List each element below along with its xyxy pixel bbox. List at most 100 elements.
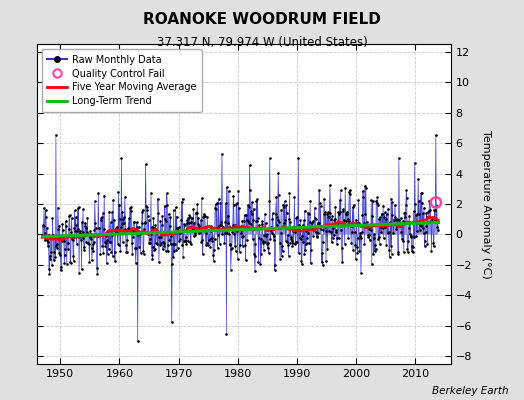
Point xyxy=(325,228,333,234)
Point xyxy=(172,214,181,220)
Point xyxy=(363,224,372,230)
Point xyxy=(310,227,318,233)
Point xyxy=(119,239,127,246)
Point xyxy=(423,241,432,248)
Point xyxy=(258,218,267,224)
Point xyxy=(380,209,389,216)
Point xyxy=(256,261,265,268)
Point xyxy=(170,248,178,254)
Point xyxy=(212,206,220,212)
Point xyxy=(372,198,380,204)
Point xyxy=(329,225,337,231)
Point xyxy=(259,238,268,244)
Point xyxy=(340,217,348,224)
Point xyxy=(397,228,406,235)
Point xyxy=(271,262,279,268)
Point xyxy=(186,239,194,245)
Point xyxy=(180,220,188,227)
Point xyxy=(300,217,308,223)
Point xyxy=(230,202,238,208)
Point xyxy=(41,237,49,243)
Point xyxy=(297,236,305,242)
Point xyxy=(403,246,411,252)
Point xyxy=(395,216,403,223)
Point xyxy=(205,236,214,242)
Point xyxy=(327,229,335,236)
Point xyxy=(144,231,152,237)
Point xyxy=(296,235,304,241)
Point xyxy=(370,231,378,238)
Point xyxy=(120,214,128,220)
Point xyxy=(416,226,424,233)
Point xyxy=(91,220,100,227)
Point xyxy=(181,234,190,241)
Point xyxy=(364,234,373,240)
Point xyxy=(141,161,150,167)
Point xyxy=(236,230,245,237)
Point xyxy=(427,218,435,224)
Point xyxy=(144,213,152,219)
Point xyxy=(104,228,112,234)
Point xyxy=(173,225,181,231)
Point xyxy=(217,219,226,225)
Point xyxy=(281,217,289,223)
Point xyxy=(257,236,265,242)
Point xyxy=(373,200,381,206)
Point xyxy=(291,229,299,235)
Point xyxy=(108,209,116,215)
Point xyxy=(201,224,210,231)
Point xyxy=(381,224,389,230)
Point xyxy=(392,223,401,230)
Point xyxy=(191,232,200,238)
Point xyxy=(180,222,189,228)
Point xyxy=(425,198,434,204)
Point xyxy=(175,238,183,244)
Point xyxy=(305,240,313,246)
Point xyxy=(107,232,116,238)
Point xyxy=(237,234,246,240)
Point xyxy=(94,190,103,196)
Point xyxy=(157,240,165,246)
Point xyxy=(243,217,251,223)
Point xyxy=(105,208,113,215)
Point xyxy=(80,246,88,253)
Point xyxy=(149,214,158,221)
Point xyxy=(275,219,283,225)
Point xyxy=(289,240,298,246)
Point xyxy=(387,196,395,203)
Point xyxy=(390,216,398,223)
Point xyxy=(236,242,244,248)
Point xyxy=(208,238,216,244)
Point xyxy=(281,238,290,244)
Point xyxy=(99,250,107,256)
Point xyxy=(63,234,71,240)
Point xyxy=(94,233,102,239)
Point xyxy=(365,232,374,238)
Point xyxy=(405,224,413,231)
Point xyxy=(219,230,227,237)
Point xyxy=(90,238,98,245)
Point xyxy=(408,248,416,254)
Point xyxy=(99,210,107,216)
Point xyxy=(383,210,391,217)
Point xyxy=(245,220,253,226)
Point xyxy=(209,226,217,232)
Point xyxy=(151,222,160,228)
Point xyxy=(238,242,247,249)
Point xyxy=(223,229,232,236)
Point xyxy=(329,235,337,242)
Point xyxy=(288,238,296,244)
Point xyxy=(125,226,134,233)
Point xyxy=(272,222,281,228)
Point xyxy=(56,251,64,258)
Point xyxy=(334,209,343,216)
Point xyxy=(57,267,65,273)
Point xyxy=(277,229,285,236)
Point xyxy=(222,200,230,206)
Point xyxy=(205,223,213,229)
Point xyxy=(189,206,198,212)
Point xyxy=(124,225,133,231)
Point xyxy=(102,240,111,246)
Point xyxy=(366,236,374,243)
Point xyxy=(384,230,392,236)
